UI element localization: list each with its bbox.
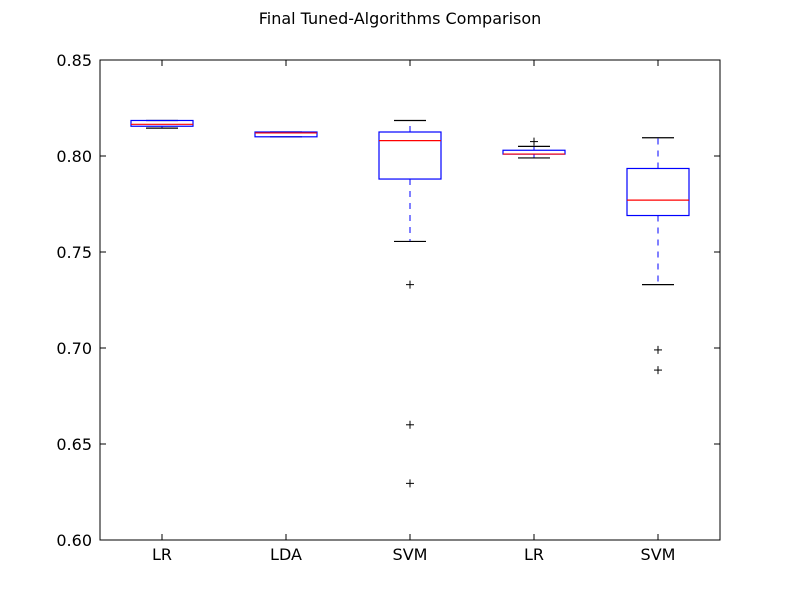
y-tick-label: 0.75 [56,243,92,262]
y-tick-label: 0.60 [56,531,92,550]
box [626,167,690,217]
x-tick-label: LR [152,545,172,564]
y-tick-label: 0.70 [56,339,92,358]
box [378,131,442,180]
outlier-point [406,420,414,429]
box [130,119,194,127]
x-tick-label: SVM [641,545,676,564]
y-tick-label: 0.85 [56,51,92,70]
x-tick-label: SVM [393,545,428,564]
outlier-point [406,479,414,488]
chart-title: Final Tuned-Algorithms Comparison [258,9,542,28]
outlier-point [406,280,414,289]
outlier-point [654,366,662,375]
y-tick-label: 0.65 [56,435,92,454]
box [254,131,318,138]
x-tick-label: LDA [270,545,302,564]
outlier-point [530,137,538,146]
x-tick-label: LR [524,545,544,564]
y-tick-label: 0.80 [56,147,92,166]
outlier-point [654,345,662,354]
